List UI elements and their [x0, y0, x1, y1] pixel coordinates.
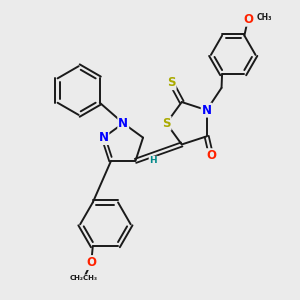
Text: N: N: [202, 103, 212, 117]
Text: S: S: [162, 117, 171, 130]
Text: N: N: [118, 117, 128, 130]
Text: S: S: [167, 76, 176, 89]
Text: O: O: [243, 13, 253, 26]
Text: CH₃: CH₃: [256, 13, 272, 22]
Text: O: O: [206, 149, 216, 162]
Text: O: O: [86, 256, 96, 269]
Text: H: H: [149, 157, 157, 166]
Text: N: N: [98, 131, 109, 144]
Text: CH₂CH₃: CH₂CH₃: [70, 275, 98, 281]
